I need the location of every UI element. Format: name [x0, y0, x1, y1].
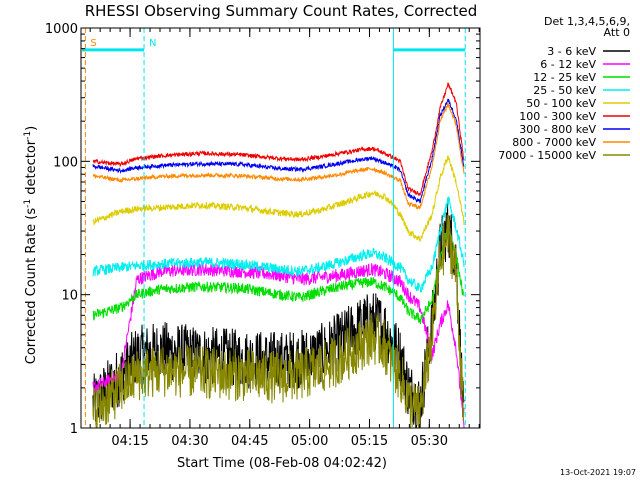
axes: 1 10 100 1000 04:15 04:30 04:45 05:00 05:15 05:30	[45, 22, 481, 449]
series-line-3	[92, 195, 465, 293]
series-line-8	[92, 214, 465, 428]
series-line-6	[92, 98, 465, 204]
plot-frame	[80, 27, 481, 429]
x-tick-label: 04:30	[171, 434, 208, 449]
legend-header-line: Att 0	[604, 26, 630, 39]
legend-entry-label: 7000 - 15000 keV	[498, 149, 596, 162]
y-tick-label: 10	[61, 289, 78, 304]
marker-label-0: S	[90, 38, 96, 49]
x-axis-label: Start Time (08-Feb-08 04:02:42)	[177, 456, 387, 471]
legend-header-line: Det 1,3,4,5,6,9,	[544, 15, 630, 28]
series-line-7	[92, 102, 465, 210]
series-line-4	[92, 155, 465, 242]
x-tick-label: 05:00	[291, 434, 328, 449]
y-tick-label: 1	[70, 422, 78, 437]
legend-entry-label: 100 - 300 keV	[519, 110, 596, 123]
x-tick-label: 04:15	[111, 434, 148, 449]
x-tick-label: 05:30	[411, 434, 448, 449]
series-line-5	[92, 82, 465, 197]
legend-entry-label: 25 - 50 keV	[533, 84, 596, 97]
legend-entry-label: 50 - 100 keV	[526, 97, 596, 110]
legend-entry-label: 12 - 25 keV	[533, 71, 596, 84]
timestamp: 13-Oct-2021 19:07	[560, 468, 636, 477]
x-tick-label: 05:15	[351, 434, 388, 449]
legend-entry-label: 6 - 12 keV	[540, 58, 596, 71]
legend-entry-label: 3 - 6 keV	[547, 45, 596, 58]
legend-entry-label: 300 - 800 keV	[519, 123, 596, 136]
y-tick-label: 1000	[45, 22, 78, 37]
legend-entry-label: 800 - 7000 keV	[512, 136, 596, 149]
x-tick-label: 04:45	[231, 434, 268, 449]
y-axis-label: Corrected Count Rate (s-1 detector-1)	[23, 126, 39, 364]
y-tick-label: 100	[53, 155, 78, 170]
chart-title: RHESSI Observing Summary Count Rates, Co…	[85, 2, 478, 20]
series-layer	[92, 82, 465, 428]
series-line-2	[92, 225, 465, 325]
marker-label-1: N	[149, 38, 156, 49]
